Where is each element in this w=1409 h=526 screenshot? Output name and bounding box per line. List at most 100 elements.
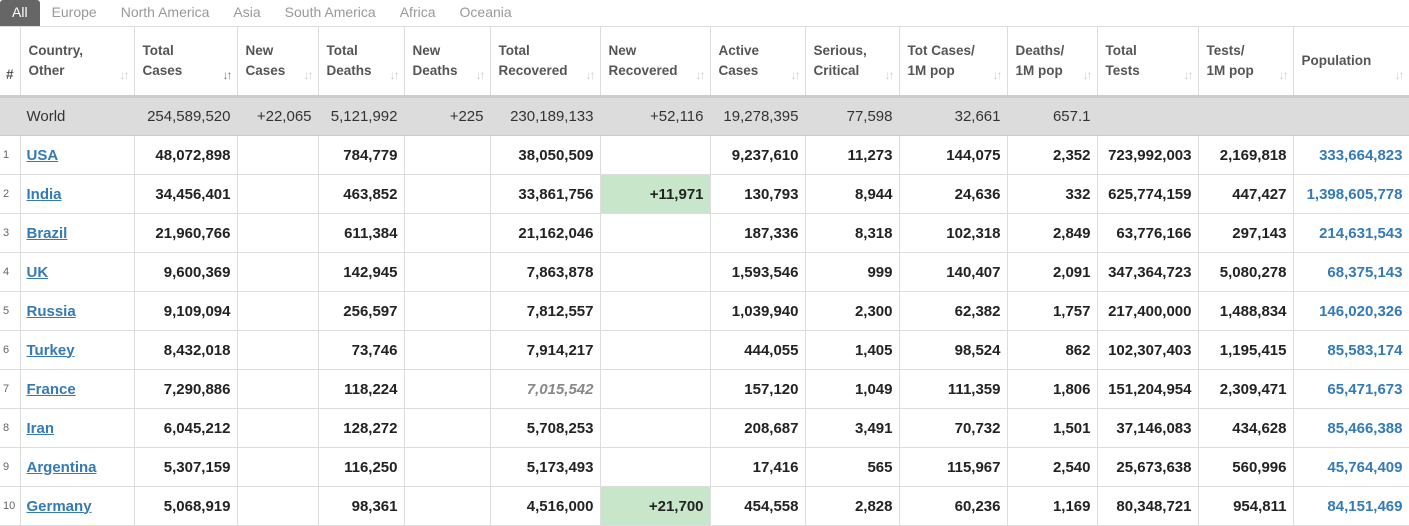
stat-cell: 11,273 bbox=[805, 135, 900, 175]
stat-cell: 8,318 bbox=[805, 213, 900, 253]
stat-cell: 68,375,143 bbox=[1293, 252, 1409, 292]
column-header-0[interactable]: # bbox=[0, 27, 21, 98]
sort-icon[interactable]: ↓↑ bbox=[1394, 68, 1405, 82]
sort-icon[interactable]: ↓↑ bbox=[1082, 68, 1093, 82]
column-header-7[interactable]: New Recovered ↓↑ bbox=[600, 27, 711, 98]
stat-cell: 62,382 bbox=[899, 291, 1008, 331]
country-link[interactable]: Turkey bbox=[26, 341, 75, 359]
country-link[interactable]: France bbox=[26, 380, 76, 398]
country-cell: Turkey bbox=[20, 330, 135, 370]
column-header-14[interactable]: Population ↓↑ bbox=[1293, 27, 1409, 98]
stat-cell: 5,708,253 bbox=[490, 408, 601, 448]
sort-icon[interactable]: ↓↑ bbox=[992, 68, 1003, 82]
table-row: 10 Germany 5,068,919 98,361 4,516,000 +21,700… bbox=[0, 486, 1409, 526]
country-cell: France bbox=[20, 369, 135, 409]
column-header-3[interactable]: New Cases ↓↑ bbox=[237, 27, 319, 98]
stat-cell: 98,361 bbox=[318, 486, 405, 526]
sort-icon[interactable]: ↓↑ bbox=[695, 68, 706, 82]
sort-icon[interactable]: ↓↑ bbox=[884, 68, 895, 82]
tab-africa[interactable]: Africa bbox=[399, 4, 436, 20]
stat-cell: 463,852 bbox=[318, 174, 405, 214]
stat-cell: 230,189,133 bbox=[490, 96, 601, 136]
column-header-10[interactable]: Tot Cases/1M pop ↓↑ bbox=[899, 27, 1008, 98]
column-header-12[interactable]: Total Tests ↓↑ bbox=[1097, 27, 1199, 98]
column-header-11[interactable]: Deaths/1M pop ↓↑ bbox=[1007, 27, 1098, 98]
stat-cell: 84,151,469 bbox=[1293, 486, 1409, 526]
stat-cell: 9,109,094 bbox=[134, 291, 238, 331]
table-body: World 254,589,520 +22,065 5,121,992 +225 230,… bbox=[0, 96, 1409, 526]
sort-icon[interactable]: ↓↑ bbox=[119, 68, 130, 82]
stat-cell bbox=[404, 369, 491, 409]
column-header-label: New bbox=[412, 43, 441, 58]
column-header-label: Other bbox=[28, 63, 65, 78]
stat-cell: 447,427 bbox=[1198, 174, 1294, 214]
country-link[interactable]: Germany bbox=[26, 497, 92, 515]
stat-cell bbox=[237, 369, 319, 409]
country-link[interactable]: Argentina bbox=[26, 458, 97, 476]
sort-icon[interactable]: ↓↑ bbox=[585, 68, 596, 82]
column-header-13[interactable]: Tests/1M pop ↓↑ bbox=[1198, 27, 1294, 98]
sort-icon[interactable]: ↓↑ bbox=[475, 68, 486, 82]
stat-cell: 954,811 bbox=[1198, 486, 1294, 526]
tab-north-america[interactable]: North America bbox=[120, 4, 210, 20]
sort-icon[interactable]: ↓↑ bbox=[1278, 68, 1289, 82]
tab-asia[interactable]: Asia bbox=[233, 4, 261, 20]
tab-oceania[interactable]: Oceania bbox=[459, 4, 512, 20]
stat-cell: 5,068,919 bbox=[134, 486, 238, 526]
column-header-label: Population bbox=[1301, 53, 1372, 68]
stat-cell: 187,336 bbox=[710, 213, 806, 253]
stat-cell: 140,407 bbox=[899, 252, 1008, 292]
row-index: 3 bbox=[0, 213, 21, 253]
column-header-5[interactable]: New Deaths ↓↑ bbox=[404, 27, 491, 98]
sort-icon[interactable]: ↓↑ bbox=[790, 68, 801, 82]
stat-cell: 157,120 bbox=[710, 369, 806, 409]
column-header-label: 1M pop bbox=[1206, 63, 1254, 78]
stat-cell: 560,996 bbox=[1198, 447, 1294, 487]
column-header-label: Recovered bbox=[498, 63, 568, 78]
stat-cell: 214,631,543 bbox=[1293, 213, 1409, 253]
stat-cell bbox=[600, 213, 711, 253]
stat-cell: 434,628 bbox=[1198, 408, 1294, 448]
stat-cell: 784,779 bbox=[318, 135, 405, 175]
column-header-4[interactable]: Total Deaths ↓↑ bbox=[318, 27, 405, 98]
country-link[interactable]: India bbox=[26, 185, 62, 203]
column-header-label: Deaths bbox=[326, 63, 372, 78]
stat-cell bbox=[1293, 96, 1409, 136]
row-index: 7 bbox=[0, 369, 21, 409]
column-header-6[interactable]: Total Recovered ↓↑ bbox=[490, 27, 601, 98]
sort-icon[interactable]: ↓↑ bbox=[303, 68, 314, 82]
stat-cell bbox=[1198, 96, 1294, 136]
stat-cell: 60,236 bbox=[899, 486, 1008, 526]
stat-cell: 151,204,954 bbox=[1097, 369, 1199, 409]
sort-icon[interactable]: ↓↑ bbox=[222, 68, 233, 82]
stat-cell: 1,195,415 bbox=[1198, 330, 1294, 370]
tab-south-america[interactable]: South America bbox=[284, 4, 376, 20]
row-index: 9 bbox=[0, 447, 21, 487]
table-row: 2 India 34,456,401 463,852 33,861,756 +11,971… bbox=[0, 174, 1409, 214]
column-header-2[interactable]: Total Cases ↓↑ bbox=[134, 27, 238, 98]
country-link[interactable]: Russia bbox=[26, 302, 76, 320]
stat-cell: 2,309,471 bbox=[1198, 369, 1294, 409]
stat-cell: 208,687 bbox=[710, 408, 806, 448]
row-index: 6 bbox=[0, 330, 21, 370]
row-index: 1 bbox=[0, 135, 21, 175]
column-header-9[interactable]: Serious, Critical ↓↑ bbox=[805, 27, 900, 98]
country-cell: Russia bbox=[20, 291, 135, 331]
tab-all[interactable]: All bbox=[0, 0, 40, 26]
stat-cell: 5,080,278 bbox=[1198, 252, 1294, 292]
stat-cell bbox=[404, 447, 491, 487]
country-link[interactable]: Brazil bbox=[26, 224, 68, 242]
stat-cell: 70,732 bbox=[899, 408, 1008, 448]
column-header-1[interactable]: Country, Other ↓↑ bbox=[20, 27, 135, 98]
stat-cell bbox=[237, 291, 319, 331]
stat-cell: 862 bbox=[1007, 330, 1098, 370]
country-link[interactable]: UK bbox=[26, 263, 49, 281]
stat-cell: +22,065 bbox=[237, 96, 319, 136]
country-link[interactable]: USA bbox=[26, 146, 59, 164]
country-link[interactable]: Iran bbox=[26, 419, 55, 437]
column-header-8[interactable]: Active Cases ↓↑ bbox=[710, 27, 806, 98]
sort-icon[interactable]: ↓↑ bbox=[389, 68, 400, 82]
sort-icon[interactable]: ↓↑ bbox=[1183, 68, 1194, 82]
tab-europe[interactable]: Europe bbox=[51, 4, 97, 20]
stat-cell: 2,352 bbox=[1007, 135, 1098, 175]
